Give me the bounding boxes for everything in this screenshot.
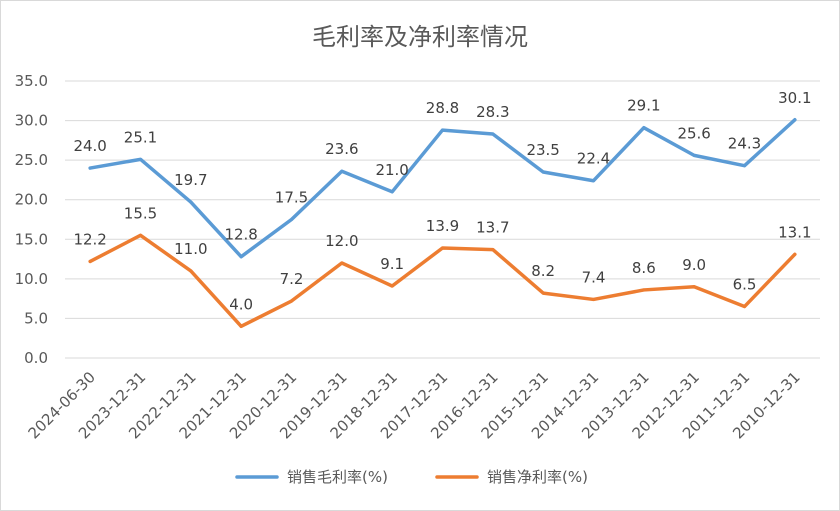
y-tick-label: 10.0 xyxy=(15,270,48,288)
data-point xyxy=(491,132,495,136)
data-point xyxy=(491,248,495,252)
data-label: 24.3 xyxy=(728,135,761,153)
y-tick-label: 35.0 xyxy=(15,72,48,90)
data-label: 7.4 xyxy=(582,268,606,286)
y-tick-label: 0.0 xyxy=(24,349,48,367)
y-tick-label: 30.0 xyxy=(15,112,48,130)
data-label: 25.6 xyxy=(677,124,710,142)
data-label: 23.5 xyxy=(526,141,559,159)
data-label: 6.5 xyxy=(733,276,757,294)
data-point xyxy=(793,118,797,122)
data-point xyxy=(592,297,595,301)
data-label: 12.8 xyxy=(224,226,257,244)
data-point xyxy=(441,128,444,132)
data-point xyxy=(139,157,142,161)
data-point xyxy=(189,200,193,204)
data-label: 17.5 xyxy=(275,189,308,207)
data-label: 13.9 xyxy=(426,217,459,235)
data-label: 28.3 xyxy=(476,103,509,121)
data-label: 19.7 xyxy=(174,171,207,189)
series-lines xyxy=(88,118,797,329)
data-point xyxy=(290,299,293,303)
data-label: 22.4 xyxy=(577,150,610,168)
data-point xyxy=(189,269,193,273)
data-point xyxy=(139,233,142,237)
data-point xyxy=(239,324,243,328)
data-point xyxy=(541,291,545,295)
data-label: 28.8 xyxy=(426,99,459,117)
data-point xyxy=(290,218,293,221)
data-label: 9.0 xyxy=(682,256,706,274)
data-label: 24.0 xyxy=(73,137,106,155)
legend: 销售毛利率(%) 销售净利率(%) xyxy=(235,468,588,486)
y-tick-label: 20.0 xyxy=(15,191,48,209)
data-point xyxy=(88,259,92,263)
data-point xyxy=(743,305,746,309)
data-label: 13.1 xyxy=(778,223,811,241)
data-label: 25.1 xyxy=(124,128,157,146)
data-label: 29.1 xyxy=(627,97,660,115)
data-labels: 24.0 25.1 19.7 12.8 17.5 23.6 21.0 28.8 28.3 23.5… xyxy=(73,89,811,314)
data-label: 4.0 xyxy=(229,295,253,313)
data-point xyxy=(340,261,344,265)
data-label: 15.5 xyxy=(124,204,157,222)
data-label: 8.6 xyxy=(632,259,656,277)
grid-lines xyxy=(65,80,820,359)
data-point xyxy=(390,284,394,288)
data-label: 11.0 xyxy=(174,240,207,258)
data-point xyxy=(441,246,444,250)
legend-label: 销售毛利率(%) xyxy=(287,468,388,486)
y-tick-label: 5.0 xyxy=(24,309,48,327)
data-label: 7.2 xyxy=(280,270,304,288)
data-point xyxy=(239,255,243,259)
data-point xyxy=(692,153,696,157)
legend-label: 销售净利率(%) xyxy=(487,468,588,486)
x-axis-ticks: 2024-06-302023-12-312022-12-312021-12-31… xyxy=(25,368,804,442)
data-point xyxy=(541,170,545,174)
data-point xyxy=(692,285,696,289)
data-point xyxy=(340,169,344,173)
y-axis-ticks: 0.0 5.0 10.0 15.0 20.0 25.0 30.0 35.0 xyxy=(15,72,48,367)
y-tick-label: 25.0 xyxy=(15,151,48,169)
data-label: 12.2 xyxy=(73,230,106,248)
data-label: 30.1 xyxy=(778,89,811,107)
data-point xyxy=(642,126,646,130)
data-point xyxy=(743,164,746,168)
data-point xyxy=(592,179,595,183)
data-point xyxy=(390,190,394,194)
data-label: 21.0 xyxy=(375,161,408,179)
data-point xyxy=(642,288,646,292)
data-point xyxy=(88,166,92,170)
data-label: 8.2 xyxy=(531,262,555,280)
data-label: 12.0 xyxy=(325,232,358,250)
y-tick-label: 15.0 xyxy=(15,230,48,248)
data-label: 13.7 xyxy=(476,219,509,237)
data-point xyxy=(793,252,797,256)
chart-title: 毛利率及净利率情况 xyxy=(312,23,528,51)
data-label: 23.6 xyxy=(325,140,358,158)
data-label: 9.1 xyxy=(380,255,404,273)
